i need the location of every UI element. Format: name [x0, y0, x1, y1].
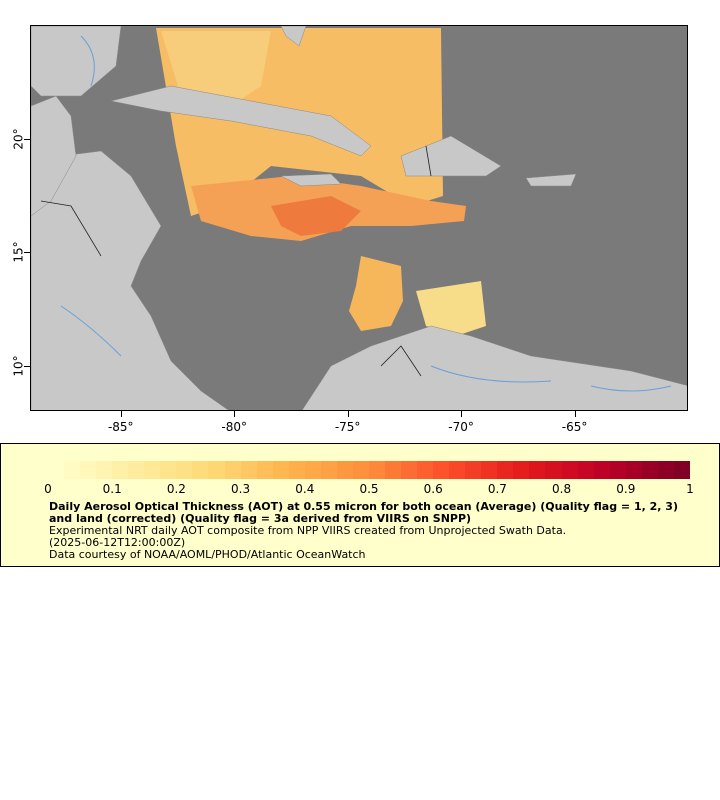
- colorbar-step: [401, 461, 418, 479]
- x-tick: [120, 411, 122, 417]
- colorbar-step: [160, 461, 177, 479]
- colorbar-step: [224, 461, 241, 479]
- x-tick: [347, 411, 349, 417]
- colorbar-step: [272, 461, 289, 479]
- colorbar-step: [368, 461, 385, 479]
- river-4: [80, 35, 95, 87]
- x-tick: [234, 411, 236, 417]
- colorbar: [48, 461, 690, 479]
- x-tick-label: -80°: [221, 420, 248, 434]
- colorbar-tick-label: 0.4: [295, 482, 315, 496]
- colorbar-step: [513, 461, 530, 479]
- colorbar-step: [64, 461, 81, 479]
- colorbar-step: [128, 461, 145, 479]
- colorbar-step: [384, 461, 402, 479]
- aot-patch-east2: [416, 281, 486, 336]
- aot-patch-high: [271, 196, 361, 236]
- colorbar-step: [497, 461, 514, 479]
- colorbar-step: [625, 461, 642, 479]
- map-panel: [30, 25, 688, 411]
- river-3: [590, 385, 672, 392]
- border-2: [380, 345, 422, 377]
- colorbar-step: [545, 461, 562, 479]
- legend-description: Experimental NRT daily AOT composite fro…: [49, 524, 567, 537]
- border-3: [425, 145, 432, 177]
- colorbar-step: [352, 461, 369, 479]
- x-tick: [461, 411, 463, 417]
- colorbar-step: [481, 461, 498, 479]
- colorbar-step: [529, 461, 546, 479]
- colorbar-tick-label: 0.9: [616, 482, 636, 496]
- colorbar-tick-label: 0.2: [166, 482, 186, 496]
- colorbar-tick-label: 0.5: [359, 482, 379, 496]
- land-cuba: [110, 85, 372, 157]
- colorbar-step: [673, 461, 690, 479]
- legend-date: (2025-06-12T12:00:00Z): [49, 536, 186, 549]
- colorbar-step: [176, 461, 193, 479]
- colorbar-step: [433, 461, 450, 479]
- colorbar-step: [256, 461, 273, 479]
- river-2: [430, 365, 552, 383]
- colorbar-tick-label: 0.8: [552, 482, 572, 496]
- colorbar-step: [304, 461, 321, 479]
- colorbar-step: [417, 461, 434, 479]
- rivers: [60, 35, 672, 392]
- colorbar-step: [336, 461, 353, 479]
- colorbar-step: [465, 461, 482, 479]
- x-tick-label: -65°: [561, 420, 588, 434]
- colorbar-step: [320, 461, 337, 479]
- x-tick-label: -75°: [334, 420, 361, 434]
- colorbar-step: [449, 461, 466, 479]
- colorbar-tick-label: 0.1: [102, 482, 122, 496]
- colorbar-step: [80, 461, 97, 479]
- legend-title: Daily Aerosol Optical Thickness (AOT) at…: [49, 500, 678, 525]
- colorbar-step: [577, 461, 594, 479]
- colorbar-step: [561, 461, 578, 479]
- land: [31, 26, 687, 410]
- x-tick-label: -85°: [107, 420, 134, 434]
- y-tick: [24, 252, 30, 254]
- colorbar-step: [240, 461, 257, 479]
- colorbar-step: [192, 461, 209, 479]
- colorbar-tick-label: 0.6: [423, 482, 443, 496]
- y-tick: [24, 365, 30, 367]
- colorbar-step: [641, 461, 658, 479]
- land-florida: [280, 26, 307, 47]
- colorbar-step: [48, 461, 65, 479]
- colorbar-step: [288, 461, 305, 479]
- colorbar-step: [112, 461, 129, 479]
- aot-map: [31, 26, 687, 410]
- colorbar-step: [593, 461, 610, 479]
- aot-patch-east: [349, 256, 403, 331]
- colorbar-tick-label: 0: [44, 482, 52, 496]
- aot-patch-north-lite: [161, 31, 271, 106]
- colorbar-step: [609, 461, 626, 479]
- legend-panel: 0 0.1 0.2 0.3 0.4 0.5 0.6 0.7 0.8 0.9 1 Daily Aero…: [0, 443, 720, 567]
- colorbar-step: [208, 461, 225, 479]
- x-tick: [574, 411, 576, 417]
- colorbar-tick-label: 1: [686, 482, 694, 496]
- borders: [40, 145, 432, 377]
- colorbar-step: [96, 461, 113, 479]
- border-1: [40, 200, 102, 257]
- x-tick-label: -70°: [448, 420, 474, 434]
- y-tick: [24, 138, 30, 140]
- colorbar-step: [144, 461, 161, 479]
- land-south-america: [302, 325, 687, 410]
- land-jamaica: [280, 173, 342, 187]
- land-north-america: [31, 26, 122, 97]
- colorbar-step: [657, 461, 674, 479]
- legend-credit: Data courtesy of NOAA/AOML/PHOD/Atlantic…: [49, 548, 366, 561]
- land-puerto-rico: [525, 173, 577, 187]
- colorbar-tick-label: 0.3: [231, 482, 251, 496]
- river-1: [60, 305, 122, 357]
- colorbar-tick-label: 0.7: [487, 482, 507, 496]
- land-central-america: [31, 150, 229, 410]
